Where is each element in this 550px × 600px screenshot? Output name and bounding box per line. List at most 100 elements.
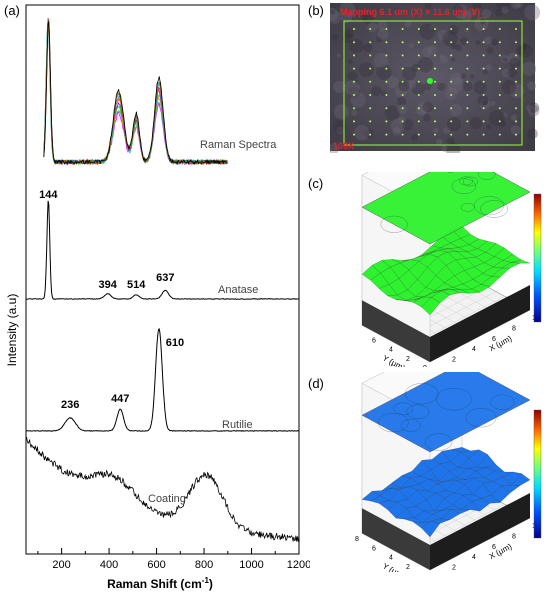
grid-point [450, 94, 453, 96]
grid-point [450, 133, 453, 136]
surface-facet [511, 473, 531, 486]
peak-labels: 144 394 514 637 236 447 610 [39, 189, 184, 411]
texture-blob [485, 64, 492, 72]
texture-blob [473, 80, 487, 94]
y-tick-label: 4 [389, 347, 393, 354]
texture-blob [408, 42, 415, 49]
texture-blob [424, 3, 432, 9]
grid-point [466, 107, 469, 110]
texture-blob [377, 28, 389, 40]
grid-point [482, 107, 485, 110]
texture-blob [449, 103, 463, 117]
panel-label-c: (c) [308, 176, 324, 191]
contour-line [380, 215, 408, 233]
grid-point [450, 41, 453, 44]
texture-blob [479, 99, 491, 110]
grid-point [434, 133, 436, 136]
grid-point [401, 133, 404, 136]
texture-blob [507, 67, 518, 78]
surface-skirt [430, 493, 530, 570]
texture-blob [449, 25, 459, 35]
grid-point [515, 133, 517, 136]
grid-point [434, 120, 436, 123]
texture-blob [474, 16, 489, 32]
contour-line [462, 176, 478, 187]
texture-blob [330, 143, 340, 153]
texture-blob [354, 80, 360, 86]
texture-blob [350, 109, 358, 116]
texture-blob [406, 79, 417, 90]
grid-point [353, 67, 355, 70]
texture-blob [336, 53, 341, 58]
x-tick-label: 1000 [239, 559, 263, 571]
texture-blob [509, 57, 521, 69]
grid-point [466, 133, 469, 136]
series-label-rutilie: Rutilie [222, 419, 253, 431]
grid-point [515, 54, 517, 57]
grid-point [434, 41, 436, 44]
grid-point [450, 67, 453, 70]
y-tick-label: 0 [423, 365, 427, 367]
texture-blob [347, 86, 360, 99]
grid-point [401, 67, 404, 70]
grid-point [466, 80, 469, 83]
texture-blob [528, 102, 540, 113]
grid-point [401, 28, 404, 30]
grid-point [417, 54, 420, 57]
grid-point [353, 107, 355, 110]
y-tick-label: 4 [389, 555, 393, 562]
texture-blob [452, 4, 464, 16]
grid-point [515, 120, 517, 123]
texture-blob [333, 104, 349, 120]
grid-point [498, 107, 501, 110]
grid-point [417, 94, 420, 96]
grid-point [385, 94, 388, 96]
texture-blob [344, 79, 360, 96]
x-tick-label: 800 [195, 559, 213, 571]
texture-blob [361, 14, 369, 22]
texture-blob [460, 37, 469, 45]
texture-blob [510, 125, 521, 136]
texture-blob [527, 81, 536, 91]
grid-point [401, 54, 404, 57]
grid-point [515, 28, 517, 30]
texture-blob [347, 71, 358, 82]
texture-blob [423, 82, 432, 91]
series-label-coating: Coating [148, 493, 186, 505]
grid-point [385, 54, 388, 57]
texture-blob [427, 45, 437, 55]
texture-blob [443, 127, 451, 135]
grid-point [401, 94, 404, 96]
mapping-grid-points [353, 28, 517, 136]
grid-point [369, 80, 372, 83]
contour-projection [361, 372, 531, 453]
grid-point [353, 28, 355, 30]
texture-blob [481, 9, 492, 19]
grid-point [385, 120, 388, 123]
texture-blob [367, 22, 378, 33]
texture-blob [460, 73, 467, 79]
series-label-raman-spectra: Raman Spectra [200, 139, 277, 151]
texture-blob [496, 3, 511, 11]
texture-blob [439, 53, 445, 59]
grid-point [466, 120, 469, 123]
grid-point [353, 41, 355, 44]
surface-skirt [362, 508, 430, 570]
grid-point [401, 41, 404, 44]
texture-blob [462, 11, 472, 21]
grid-point [434, 54, 436, 57]
texture-blob [514, 3, 524, 8]
texture-blob [398, 116, 406, 124]
grid-point [515, 94, 517, 96]
grid-point [515, 67, 517, 70]
texture-blob [395, 85, 408, 98]
grid-point [498, 80, 501, 83]
texture-blob [402, 66, 416, 81]
texture-blob [469, 74, 475, 79]
contour-line [393, 402, 413, 415]
grid-point [498, 133, 501, 136]
texture-blob [333, 119, 347, 133]
texture-blob [339, 3, 356, 18]
texture-blob [527, 104, 540, 117]
magnification-label: 100X [333, 141, 355, 151]
